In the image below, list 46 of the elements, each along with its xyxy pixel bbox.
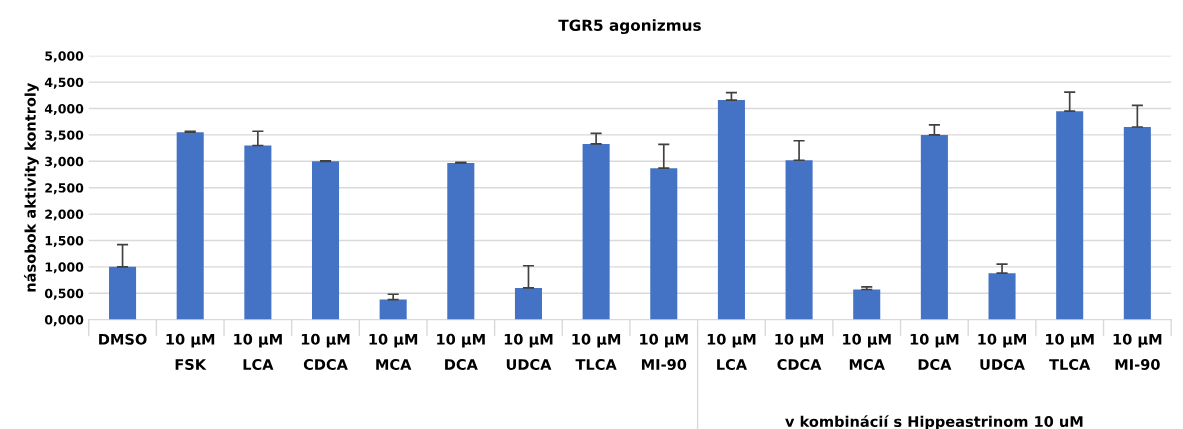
bar <box>853 289 881 320</box>
bar <box>1123 127 1151 320</box>
bar <box>785 160 813 320</box>
y-tick-label: 1,500 <box>45 235 84 247</box>
x-tick-label: 10 µM CDCA <box>301 333 350 370</box>
bar <box>176 132 204 320</box>
y-tick-label: 4,000 <box>44 104 84 116</box>
x-tick-label: 10 µM UDCA <box>978 333 1026 370</box>
y-tick-label: 4,500 <box>44 77 84 89</box>
bar <box>988 273 1016 320</box>
bar <box>244 145 272 320</box>
text: v kombinácií s Hippeastrinom 10 uM <box>785 415 1083 429</box>
x-tick-label: 10 µM LCA <box>707 333 756 370</box>
x-tick-label: 10 µM UDCA <box>504 333 553 370</box>
y-tick-label: 1,000 <box>45 262 84 274</box>
bar <box>311 161 340 320</box>
bar <box>447 162 475 320</box>
y-tick-label: 0,500 <box>44 288 84 300</box>
x-tick-label: 10 µM LCA <box>234 333 282 370</box>
x-tick-label: 10 µM MI-90 <box>1113 333 1162 370</box>
x-tick-label: 10 µM DCA <box>437 333 485 370</box>
x-tick-label: 10 µM TLCA <box>572 333 621 370</box>
chart-title: TGR5 agonizmus <box>558 19 701 35</box>
bar <box>650 168 678 320</box>
x-tick-label: DMSO <box>99 333 147 345</box>
x-tick-label: 10 µM MI-90 <box>640 333 688 370</box>
bar <box>717 100 745 320</box>
y-tick-label: 3,500 <box>45 130 84 142</box>
y-tick-label: 3,000 <box>45 156 84 168</box>
y-tick-label: 2,000 <box>45 209 84 221</box>
y-tick-label: 2,500 <box>45 183 84 195</box>
bar <box>582 143 610 320</box>
bar <box>379 299 407 320</box>
y-tick-label: 0,000 <box>44 315 84 327</box>
x-tick-label: 10 µM CDCA <box>775 333 824 370</box>
bar <box>514 287 542 320</box>
y-axis-title: násobok aktivity kontroly <box>23 82 39 292</box>
bar <box>920 134 948 320</box>
x-tick-label: 10 µM MCA <box>369 333 418 370</box>
bar <box>1056 111 1084 320</box>
x-tick-label: 10 µM FSK <box>166 333 215 370</box>
x-tick-label: 10 µM MCA <box>843 333 891 370</box>
y-tick-label: 5,000 <box>45 51 84 63</box>
x-tick-label: 10 µM DCA <box>910 333 959 370</box>
bar <box>109 266 137 320</box>
x-tick-label: 10 µM TLCA <box>1046 333 1094 370</box>
